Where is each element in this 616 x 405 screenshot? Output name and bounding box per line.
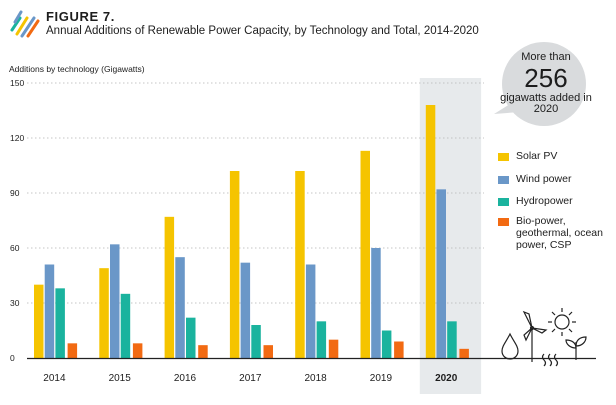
water-drop-icon	[501, 332, 519, 360]
legend-swatch-hydro	[498, 198, 509, 206]
bar-wind-2018	[305, 264, 316, 358]
bar-wind-2017	[240, 262, 251, 358]
legend-label-solar: Solar PV	[516, 150, 558, 162]
bar-solar-2014	[34, 284, 44, 358]
bar-bio-2020	[459, 348, 469, 358]
legend-label-hydro: Hydropower	[516, 195, 573, 207]
bar-hydro-2020	[447, 321, 457, 358]
y-tick-label: 120	[10, 133, 24, 143]
y-tick-label: 150	[10, 78, 24, 88]
logo-stripes-icon	[10, 10, 40, 38]
legend-swatch-wind	[498, 176, 509, 184]
plant-icon	[565, 336, 587, 360]
bar-solar-2017	[229, 171, 240, 358]
callout-number: 256	[524, 62, 568, 93]
bar-bio-2016	[198, 345, 208, 358]
callout-bubble	[494, 42, 586, 126]
bar-hydro-2019	[381, 330, 392, 358]
bar-hydro-2015	[120, 293, 131, 358]
bar-bio-2018	[328, 339, 339, 358]
x-tick-label: 2015	[109, 373, 132, 384]
bar-bio-2014	[67, 343, 78, 358]
geothermal-waves-icon	[541, 353, 559, 367]
bar-hydro-2014	[55, 288, 65, 358]
legend-label-wind: Wind power	[516, 173, 572, 185]
bar-wind-2015	[110, 244, 120, 358]
bar-hydro-2018	[316, 321, 327, 358]
bar-solar-2015	[99, 268, 109, 358]
y-axis-label: Additions by technology (Gigawatts)	[9, 64, 145, 74]
bar-wind-2020	[436, 189, 446, 358]
bar-solar-2016	[164, 216, 175, 358]
bar-bio-2019	[394, 341, 404, 358]
x-tick-label: 2017	[239, 373, 262, 384]
y-tick-label: 0	[10, 353, 15, 363]
y-tick-label: 30	[10, 298, 20, 308]
callout-text: More than 256 gigawatts added in 2020	[498, 51, 594, 116]
sun-icon	[548, 308, 576, 336]
x-tick-label: 2020	[435, 373, 458, 384]
legend-swatch-solar	[498, 153, 509, 161]
renewable-icons	[501, 308, 587, 367]
x-tick-label: 2016	[174, 373, 197, 384]
x-tick-label: 2014	[43, 373, 66, 384]
figure-title: Annual Additions of Renewable Power Capa…	[46, 25, 479, 37]
x-tick-label: 2019	[370, 373, 393, 384]
bar-hydro-2017	[251, 325, 261, 358]
bar-wind-2014	[44, 264, 55, 358]
bar-bio-2017	[263, 345, 273, 358]
legend-swatch-bio	[498, 218, 509, 226]
figure-label: FIGURE 7.	[46, 9, 115, 24]
x-tick-label: 2018	[304, 373, 327, 384]
callout-prefix: More than	[521, 51, 571, 63]
bar-bio-2015	[132, 343, 143, 358]
y-tick-label: 60	[10, 243, 20, 253]
bar-solar-2018	[295, 171, 305, 358]
wind-turbine-icon	[522, 310, 548, 362]
callout-suffix: gigawatts added in 2020	[500, 91, 592, 116]
bar-hydro-2016	[186, 317, 196, 358]
legend-label-bio: Bio-power, geothermal, ocean power, CSP	[516, 215, 603, 251]
y-tick-label: 90	[10, 188, 20, 198]
figure-header: FIGURE 7. Annual Additions of Renewable …	[10, 8, 479, 42]
bar-wind-2016	[175, 257, 185, 358]
bar-solar-2019	[360, 150, 370, 358]
bar-wind-2019	[371, 248, 381, 358]
bar-solar-2020	[425, 105, 436, 358]
